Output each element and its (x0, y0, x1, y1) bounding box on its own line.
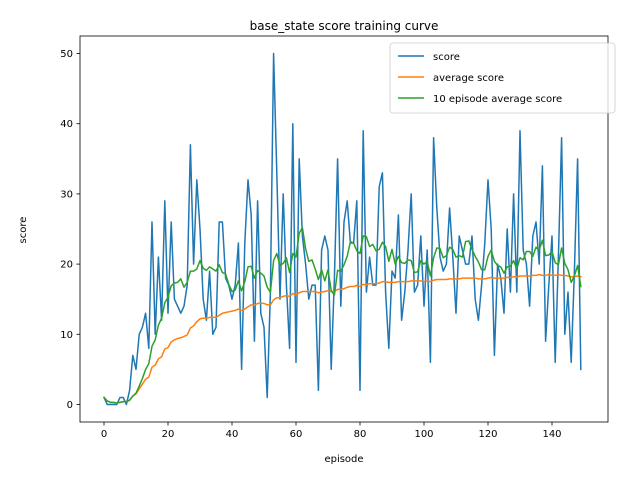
y-tick-label: 10 (60, 330, 73, 341)
plot-area: 0 20 40 60 80 100 120 140 0 10 20 30 40 50 (60, 35, 609, 440)
series-line-2 (102, 273, 582, 404)
x-tick-label: 80 (354, 429, 367, 440)
x-tick-label: 100 (414, 429, 433, 440)
legend-label-1: score (433, 52, 460, 63)
x-tick-label: 140 (542, 429, 561, 440)
legend-label-3: 10 episode average score (433, 94, 562, 105)
x-tick-label: 120 (478, 429, 497, 440)
x-axis-label: episode (324, 454, 363, 465)
legend-box (389, 42, 616, 114)
y-tick-label: 20 (60, 260, 73, 271)
chart-title: base_state score training curve (250, 19, 439, 33)
legend-label-2: average score (433, 73, 504, 84)
legend: score average score 10 episode average sco… (389, 42, 616, 114)
x-tick-label: 60 (290, 429, 303, 440)
y-tick-label: 30 (60, 189, 73, 200)
series-line-3 (102, 226, 582, 404)
axes-frame (79, 35, 609, 423)
x-tick-label: 40 (226, 429, 239, 440)
x-tick-label: 0 (101, 429, 107, 440)
series-line-1 (103, 52, 582, 406)
y-tick-label: 0 (67, 400, 73, 411)
x-tick-label: 20 (162, 429, 175, 440)
y-tick-label: 50 (60, 49, 73, 60)
y-tick-label: 40 (60, 119, 73, 130)
y-axis-label: score (18, 217, 29, 244)
